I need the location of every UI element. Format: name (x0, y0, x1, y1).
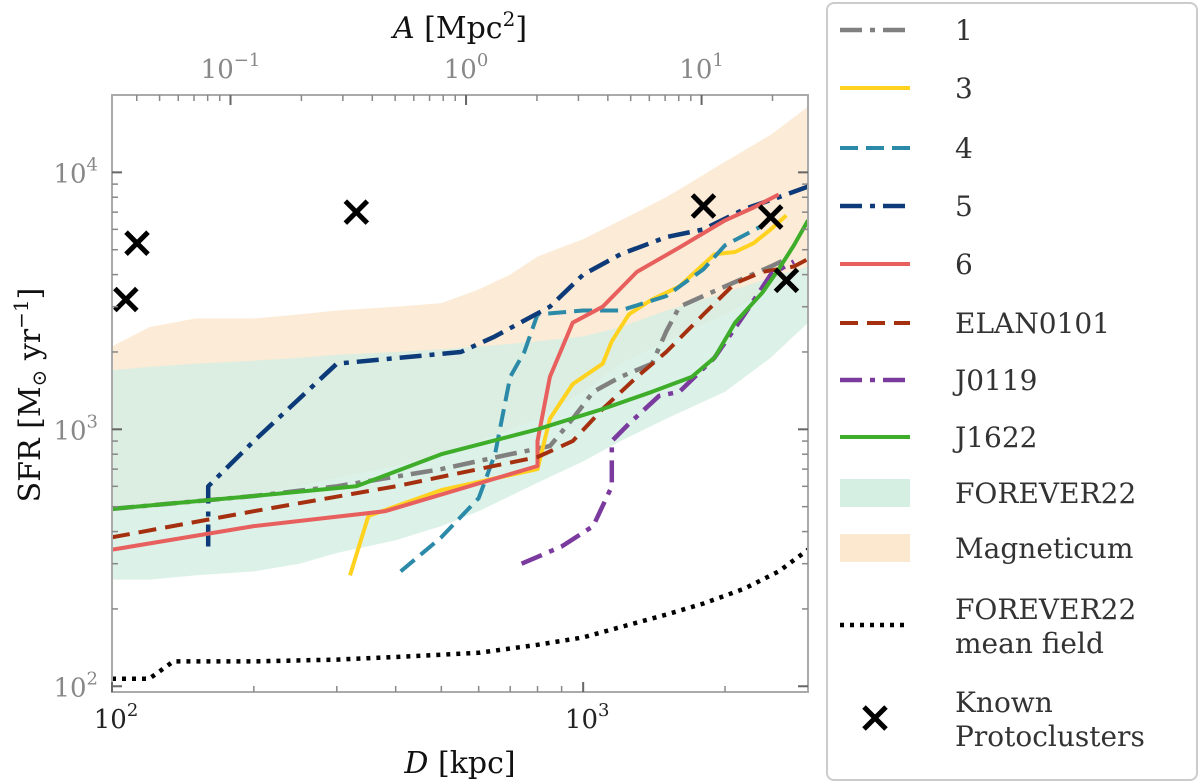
top-tick-label-1: 101 (679, 50, 724, 85)
legend-label: FOREVER22 (955, 593, 1136, 626)
plot-frame (111, 94, 809, 693)
y-axis-title: SFR [M⊙ yr−1] (9, 288, 51, 503)
legend-label: 3 (955, 72, 973, 105)
legend-item-7: J0119 (840, 364, 1037, 397)
legend-item-6: ELAN0101 (840, 307, 1110, 340)
legend-item-2: 3 (840, 72, 973, 105)
legend-label: 6 (955, 248, 973, 281)
legend-label-line2: Protoclusters (955, 720, 1145, 753)
legend-frame (826, 2, 1198, 781)
legend-item-3: 4 (840, 132, 973, 165)
legend-label: J1622 (952, 421, 1037, 454)
series-line-6 (112, 192, 780, 552)
y-tick-label-10000: 104 (53, 154, 98, 189)
x-tick-label-100: 102 (94, 700, 139, 735)
series-line-4 (399, 223, 764, 573)
x-tick-label-1000: 103 (565, 700, 610, 735)
band-forever22 (112, 266, 808, 580)
protocluster-marker-3 (343, 199, 370, 225)
series-line-j0119 (520, 259, 796, 566)
series-line-5 (205, 184, 808, 547)
protocluster-marker-5 (757, 204, 784, 230)
legend-label: Known (955, 686, 1053, 719)
legend-item-8: J1622 (840, 421, 1037, 454)
series-line-elan0101 (112, 257, 808, 540)
legend-item-9: FOREVER22 (840, 477, 1136, 510)
legend-swatch-protocluster-marker (862, 705, 888, 731)
bands-layer (112, 106, 808, 580)
legend-label: FOREVER22 (955, 477, 1136, 510)
legend-label: ELAN0101 (955, 307, 1110, 340)
legend-item-1: 1 (840, 14, 973, 47)
markers-layer (113, 193, 800, 313)
legend-label: 1 (955, 14, 973, 47)
top-tick-label-1: 10−1 (201, 50, 261, 85)
protocluster-marker-6 (773, 267, 800, 294)
protocluster-marker-2 (124, 230, 150, 256)
legend-label: 5 (955, 190, 973, 223)
x-axis-title: D [kpc] (403, 746, 515, 781)
protocluster-marker-1 (113, 286, 139, 313)
protocluster-marker-4 (690, 193, 717, 219)
y-tick-label-1000: 103 (53, 411, 98, 446)
legend-swatch-forever22 (840, 479, 910, 507)
series-line-forever22-mean-field (112, 547, 808, 681)
legend-label-line2: mean field (955, 627, 1104, 660)
top-tick-label-0: 100 (444, 50, 489, 85)
series-layer (112, 184, 808, 681)
legend-label: Magneticum (955, 532, 1133, 565)
legend-item-5: 6 (840, 248, 973, 281)
legend-swatch-magneticum (840, 534, 910, 562)
y-tick-label-100: 102 (53, 668, 98, 703)
ticks-layer: 102 103 102 103 104 10−1 100 101 (53, 50, 808, 735)
legend: 1 3 4 5 6 ELAN0101 J0119 J1622 FOREVER22 Magnetic… (840, 14, 1145, 753)
top-axis-title: A [Mpc2] (390, 7, 527, 46)
legend-label: J0119 (952, 364, 1037, 397)
legend-item-4: 5 (840, 190, 973, 223)
legend-label: 4 (955, 132, 973, 165)
legend-item-10: Magneticum (840, 532, 1133, 565)
